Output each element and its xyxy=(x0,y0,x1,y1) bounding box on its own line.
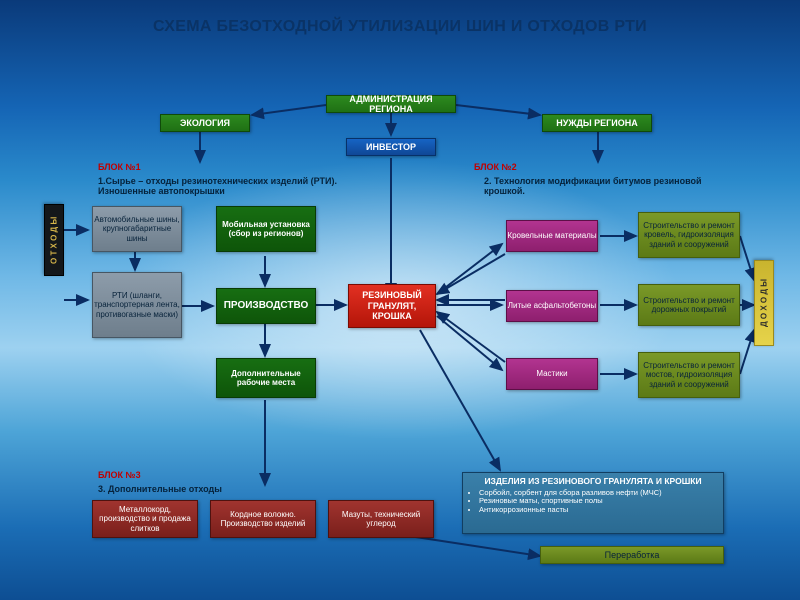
recycling-box: Переработка xyxy=(540,546,724,564)
block3-label: БЛОК №3 xyxy=(98,470,141,480)
jobs-box: Дополнительные рабочие места xyxy=(216,358,316,398)
roof-box: Кровельные материалы xyxy=(506,220,598,252)
waste-label: О Т Х О Д Ы xyxy=(44,204,64,276)
mazut-box: Мазуты, технический углерод xyxy=(328,500,434,538)
admin-box: АДМИНИСТРАЦИЯ РЕГИОНА xyxy=(326,95,456,113)
products-panel: ИЗДЕЛИЯ ИЗ РЕЗИНОВОГО ГРАНУЛЯТА И КРОШКИ… xyxy=(462,472,724,534)
block3-sub: 3. Дополнительные отходы xyxy=(98,484,222,494)
mastic-box: Мастики xyxy=(506,358,598,390)
mobile-box: Мобильная установка (сбор из регионов) xyxy=(216,206,316,252)
cord-box: Кордное волокно. Производство изделий xyxy=(210,500,316,538)
out3-box: Строительство и ремонт мостов, гидроизол… xyxy=(638,352,740,398)
tires-box: Автомобильные шины, крупногабаритные шин… xyxy=(92,206,182,252)
product-item-3: Антикоррозионные пасты xyxy=(479,506,717,515)
asphalt-box: Литые асфальтобетоны xyxy=(506,290,598,322)
center-box: РЕЗИНОВЫЙ ГРАНУЛЯТ, КРОШКА xyxy=(348,284,436,328)
needs-box: НУЖДЫ РЕГИОНА xyxy=(542,114,652,132)
production-box: ПРОИЗВОДСТВО xyxy=(216,288,316,324)
block1-label: БЛОК №1 xyxy=(98,162,141,172)
rti-box: РТИ (шланги, транспортерная лента, проти… xyxy=(92,272,182,338)
main-title: СХЕМА БЕЗОТХОДНОЙ УТИЛИЗАЦИИ ШИН И ОТХОД… xyxy=(0,18,800,36)
out2-box: Строительство и ремонт дорожных покрытий xyxy=(638,284,740,326)
products-title: ИЗДЕЛИЯ ИЗ РЕЗИНОВОГО ГРАНУЛЯТА И КРОШКИ xyxy=(469,477,717,487)
investor-box: ИНВЕСТОР xyxy=(346,138,436,156)
ecology-box: ЭКОЛОГИЯ xyxy=(160,114,250,132)
block1-sub: 1.Сырье – отходы резинотехнических издел… xyxy=(98,176,368,197)
metal-box: Металлокорд, производство и продажа слит… xyxy=(92,500,198,538)
out1-box: Строительство и ремонт кровель, гидроизо… xyxy=(638,212,740,258)
block2-label: БЛОК №2 xyxy=(474,162,517,172)
block2-sub: 2. Технология модификации битумов резино… xyxy=(484,176,744,197)
income-label: Д О Х О Д Ы xyxy=(754,260,774,346)
